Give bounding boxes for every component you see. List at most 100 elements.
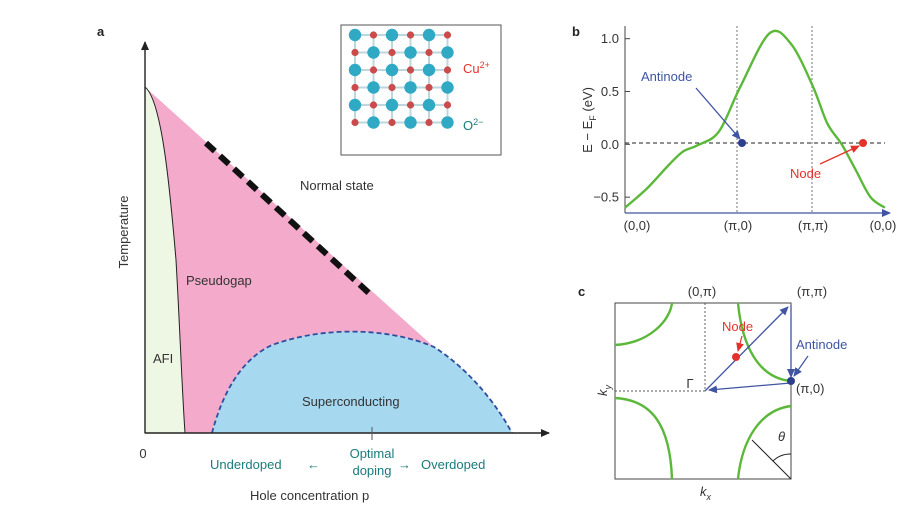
oxygen-atom xyxy=(367,116,380,129)
corner-label-pipi: (π,π) xyxy=(797,284,827,299)
overdoped-label: Overdoped xyxy=(421,457,485,472)
ky-label: ky xyxy=(595,385,613,397)
fermi-arc-top-right xyxy=(736,302,792,383)
copper-atom xyxy=(406,66,415,74)
fermi-arc-top-left xyxy=(614,302,674,347)
oxygen-atom xyxy=(367,81,380,94)
panel-b-label: b xyxy=(572,24,580,39)
theta-arc xyxy=(772,453,792,462)
oxygen-atom xyxy=(385,28,399,42)
normal-state-label: Normal state xyxy=(300,178,374,193)
cu-label: Cu2+ xyxy=(463,60,490,76)
copper-atom xyxy=(443,31,452,39)
oxygen-atom xyxy=(385,98,399,112)
oxygen-atom xyxy=(404,46,417,59)
superconducting-label: Superconducting xyxy=(302,394,400,409)
optimal-label-1: Optimal xyxy=(350,446,395,461)
y-tick-label-1: 0.5 xyxy=(601,84,619,99)
antinode-pointer-b xyxy=(695,87,741,140)
dome-boundary xyxy=(211,330,513,434)
o-label: O2− xyxy=(463,117,483,133)
copper-atom xyxy=(369,66,378,74)
fermi-arc-bottom-left xyxy=(614,396,674,480)
antinode-marker-b xyxy=(738,139,746,147)
copper-atom xyxy=(443,101,452,109)
oxygen-atom xyxy=(404,81,417,94)
oxygen-atom xyxy=(422,63,436,77)
corner-label-pi0: (π,0) xyxy=(796,381,824,396)
antinode-label-b: Antinode xyxy=(641,69,692,84)
right-arrow-glyph: → xyxy=(398,457,411,472)
antinode-marker-c xyxy=(787,377,795,385)
panel-c-label: c xyxy=(578,284,585,299)
y-tick-label-0: 1.0 xyxy=(601,31,619,46)
lattice-atoms xyxy=(348,28,454,129)
pseudogap-region xyxy=(145,87,434,433)
oxygen-atom xyxy=(385,63,399,77)
superconducting-dome xyxy=(212,331,512,433)
oxygen-atom xyxy=(441,116,454,129)
cuo2-lattice-inset: Cu2+ O2− xyxy=(340,24,502,156)
gamma-label: Γ xyxy=(686,376,693,391)
node-label-c: Node xyxy=(722,319,753,334)
oxygen-atom xyxy=(348,28,362,42)
oxygen-atom xyxy=(441,81,454,94)
x-tick-label-0: (0,0) xyxy=(624,218,651,233)
antinode-label-c: Antinode xyxy=(796,337,847,352)
afi-region xyxy=(144,85,186,434)
x-tick-label-3: (0,0) xyxy=(870,218,897,233)
afi-label: AFI xyxy=(153,351,173,366)
band-dispersion-line xyxy=(624,29,886,209)
copper-atom xyxy=(351,83,359,92)
hole-concentration-label: Hole concentration p xyxy=(250,488,369,503)
copper-atom xyxy=(369,101,378,109)
node-pointer-c xyxy=(736,335,744,352)
theta-label: θ xyxy=(778,429,785,444)
theta-ray xyxy=(751,439,792,480)
copper-atom xyxy=(425,118,433,127)
antinode-pointer-c xyxy=(793,355,809,377)
oxygen-atom xyxy=(348,63,362,77)
copper-atom xyxy=(388,83,396,92)
path-pi0-to-gamma xyxy=(708,382,792,394)
kx-label: kx xyxy=(700,484,712,502)
panel-a-label: a xyxy=(97,24,105,39)
y-tick-label-2: 0.0 xyxy=(601,137,619,152)
panel-b: b 1.0 0.5 0.0 −0.5 E − EF (eV) Antinode Nod… xyxy=(572,24,896,233)
node-marker-c xyxy=(732,353,740,361)
panel-a: a Temperature 0 AFI Pseudogap Normal sta… xyxy=(97,24,550,503)
inset-frame xyxy=(340,24,502,156)
copper-atom xyxy=(351,118,359,127)
underdoped-label: Underdoped xyxy=(210,457,282,472)
copper-atom xyxy=(425,48,433,57)
pseudogap-label: Pseudogap xyxy=(186,273,252,288)
oxygen-atom xyxy=(367,46,380,59)
x-tick-label-1: (π,0) xyxy=(724,218,752,233)
node-label-b: Node xyxy=(790,166,821,181)
optimal-label-2: doping xyxy=(352,463,391,478)
oxygen-atom xyxy=(404,116,417,129)
copper-atom xyxy=(425,83,433,92)
copper-atom xyxy=(388,118,396,127)
panel-c: c Node Antinode θ (0,π) (π,π) (π,0) Γ kx… xyxy=(578,284,847,502)
panel-b-ticks: 1.0 0.5 0.0 −0.5 xyxy=(593,31,630,205)
temperature-label: Temperature xyxy=(116,196,131,269)
node-pointer-b xyxy=(819,145,860,165)
oxygen-atom xyxy=(422,28,436,42)
origin-label: 0 xyxy=(139,446,146,461)
path-gamma-to-pipi xyxy=(704,306,789,392)
copper-atom xyxy=(369,31,378,39)
oxygen-atom xyxy=(348,98,362,112)
left-arrow-glyph: ← xyxy=(307,457,320,472)
copper-atom xyxy=(351,48,359,57)
x-tick-label-2: (π,π) xyxy=(798,218,828,233)
y-tick-label-3: −0.5 xyxy=(593,190,619,205)
energy-axis-label: E − EF (eV) xyxy=(580,87,598,153)
copper-atom xyxy=(388,48,396,57)
oxygen-atom xyxy=(422,98,436,112)
oxygen-atom xyxy=(441,46,454,59)
copper-atom xyxy=(443,66,452,74)
fermi-arc-bottom-right xyxy=(736,404,792,480)
